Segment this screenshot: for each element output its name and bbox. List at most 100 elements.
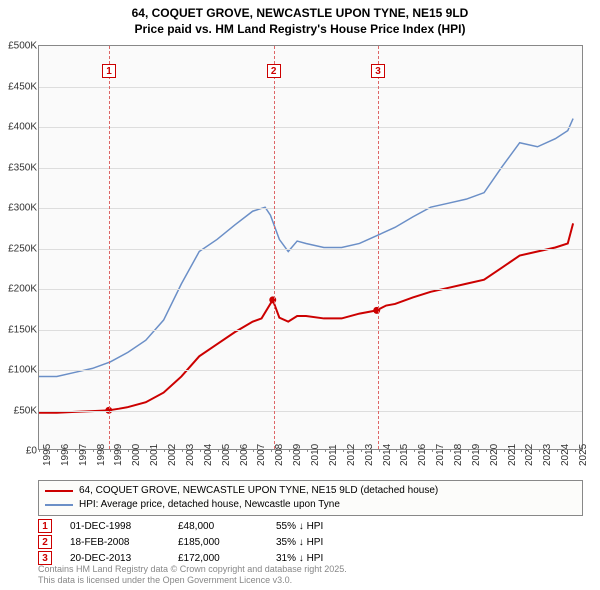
sale-badge: 2 xyxy=(38,535,52,549)
x-tick xyxy=(325,449,326,452)
x-tick xyxy=(93,449,94,452)
x-axis-label: 2013 xyxy=(364,444,375,466)
legend-swatch xyxy=(45,490,73,492)
x-tick xyxy=(39,449,40,452)
footnote-line: This data is licensed under the Open Gov… xyxy=(38,575,347,586)
y-gridline xyxy=(39,87,582,88)
series-line-hpi xyxy=(39,119,573,377)
x-tick xyxy=(450,449,451,452)
y-gridline xyxy=(39,168,582,169)
x-tick xyxy=(539,449,540,452)
plot-area: £0£50K£100K£150K£200K£250K£300K£350K£400… xyxy=(38,45,583,450)
x-tick xyxy=(379,449,380,452)
x-axis-label: 1997 xyxy=(78,444,89,466)
x-axis-label: 2016 xyxy=(417,444,428,466)
sale-price: £185,000 xyxy=(178,537,258,548)
sale-date: 18-FEB-2008 xyxy=(70,537,160,548)
sale-date: 01-DEC-1998 xyxy=(70,521,160,532)
sale-marker-badge: 2 xyxy=(267,64,281,78)
x-axis-label: 1999 xyxy=(113,444,124,466)
x-tick xyxy=(218,449,219,452)
legend-label: HPI: Average price, detached house, Newc… xyxy=(79,498,340,512)
legend: 64, COQUET GROVE, NEWCASTLE UPON TYNE, N… xyxy=(38,480,583,516)
x-tick xyxy=(146,449,147,452)
x-tick xyxy=(521,449,522,452)
x-tick xyxy=(289,449,290,452)
x-axis-label: 1996 xyxy=(60,444,71,466)
sale-point xyxy=(373,307,380,314)
title-line-1: 64, COQUET GROVE, NEWCASTLE UPON TYNE, N… xyxy=(0,6,600,22)
x-tick xyxy=(414,449,415,452)
x-tick xyxy=(396,449,397,452)
x-axis-label: 2009 xyxy=(292,444,303,466)
x-axis-label: 2022 xyxy=(524,444,535,466)
y-axis-label: £500K xyxy=(1,41,37,52)
x-axis-label: 2011 xyxy=(328,444,339,466)
x-axis-label: 2021 xyxy=(507,444,518,466)
x-axis-label: 2017 xyxy=(435,444,446,466)
footnote-line: Contains HM Land Registry data © Crown c… xyxy=(38,564,347,575)
sale-hpi-diff: 55% ↓ HPI xyxy=(276,521,356,532)
sale-marker-line xyxy=(274,46,275,449)
sale-price: £48,000 xyxy=(178,521,258,532)
x-tick xyxy=(432,449,433,452)
x-axis-label: 2014 xyxy=(382,444,393,466)
y-axis-label: £0 xyxy=(1,446,37,457)
y-gridline xyxy=(39,127,582,128)
y-axis-label: £50K xyxy=(1,405,37,416)
x-axis-label: 1998 xyxy=(96,444,107,466)
y-gridline xyxy=(39,249,582,250)
y-axis-label: £200K xyxy=(1,284,37,295)
y-gridline xyxy=(39,370,582,371)
y-axis-label: £100K xyxy=(1,365,37,376)
sale-price: £172,000 xyxy=(178,553,258,564)
x-axis-label: 2002 xyxy=(167,444,178,466)
x-axis-label: 2012 xyxy=(346,444,357,466)
x-tick xyxy=(253,449,254,452)
x-tick xyxy=(361,449,362,452)
x-tick xyxy=(307,449,308,452)
legend-item: 64, COQUET GROVE, NEWCASTLE UPON TYNE, N… xyxy=(45,484,576,498)
sale-row: 2 18-FEB-2008 £185,000 35% ↓ HPI xyxy=(38,534,583,550)
x-axis-label: 2006 xyxy=(239,444,250,466)
x-tick xyxy=(486,449,487,452)
x-tick xyxy=(504,449,505,452)
x-axis-label: 1995 xyxy=(42,444,53,466)
y-axis-label: £350K xyxy=(1,162,37,173)
sale-marker-line xyxy=(378,46,379,449)
x-axis-label: 2015 xyxy=(399,444,410,466)
x-tick xyxy=(575,449,576,452)
y-gridline xyxy=(39,411,582,412)
y-axis-label: £250K xyxy=(1,243,37,254)
y-axis-label: £300K xyxy=(1,203,37,214)
x-axis-label: 2023 xyxy=(542,444,553,466)
legend-label: 64, COQUET GROVE, NEWCASTLE UPON TYNE, N… xyxy=(79,484,438,498)
footnote: Contains HM Land Registry data © Crown c… xyxy=(38,564,347,586)
x-tick xyxy=(271,449,272,452)
title-line-2: Price paid vs. HM Land Registry's House … xyxy=(0,22,600,38)
x-tick xyxy=(128,449,129,452)
sales-table: 1 01-DEC-1998 £48,000 55% ↓ HPI 2 18-FEB-2008… xyxy=(38,518,583,566)
sale-badge: 3 xyxy=(38,551,52,565)
x-axis-label: 2001 xyxy=(149,444,160,466)
sale-hpi-diff: 35% ↓ HPI xyxy=(276,537,356,548)
x-tick xyxy=(57,449,58,452)
chart-container: 64, COQUET GROVE, NEWCASTLE UPON TYNE, N… xyxy=(0,0,600,590)
x-tick xyxy=(110,449,111,452)
x-axis-label: 2020 xyxy=(489,444,500,466)
sale-date: 20-DEC-2013 xyxy=(70,553,160,564)
y-axis-label: £150K xyxy=(1,324,37,335)
sale-marker-badge: 3 xyxy=(371,64,385,78)
x-axis-label: 2008 xyxy=(274,444,285,466)
x-axis-label: 2025 xyxy=(578,444,589,466)
x-tick xyxy=(557,449,558,452)
legend-item: HPI: Average price, detached house, Newc… xyxy=(45,498,576,512)
sale-badge: 1 xyxy=(38,519,52,533)
x-axis-label: 2010 xyxy=(310,444,321,466)
sale-hpi-diff: 31% ↓ HPI xyxy=(276,553,356,564)
y-gridline xyxy=(39,208,582,209)
x-tick xyxy=(236,449,237,452)
x-tick xyxy=(343,449,344,452)
x-tick xyxy=(75,449,76,452)
x-tick xyxy=(200,449,201,452)
